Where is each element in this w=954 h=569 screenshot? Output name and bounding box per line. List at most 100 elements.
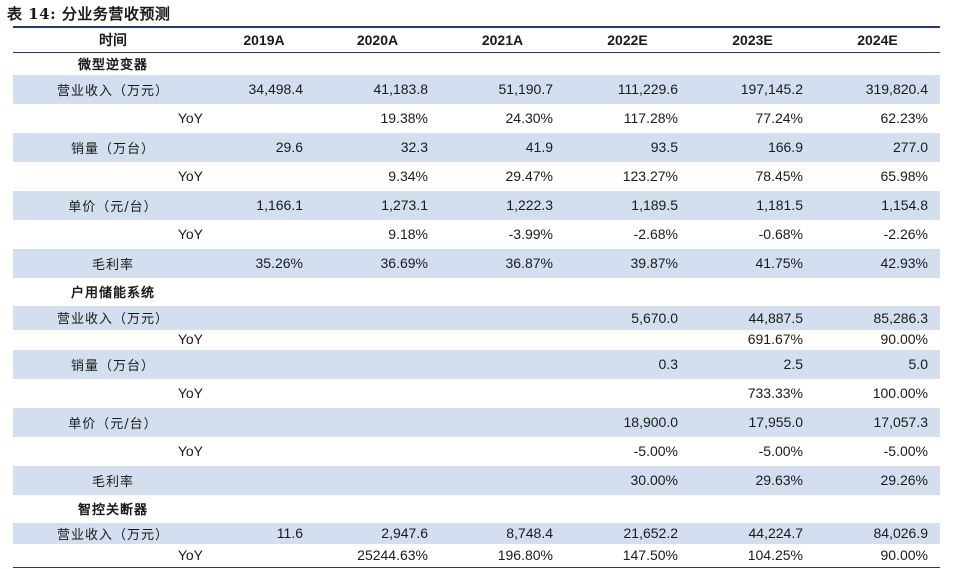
table-cell: 32.3 [315, 132, 440, 162]
table-cell: 147.50% [622, 546, 678, 563]
header-cell: 2020A [315, 28, 440, 53]
table-cell: 2.5 [690, 349, 815, 379]
table-cell: 93.5 [565, 132, 690, 162]
table-cell [213, 330, 315, 350]
section-label: 微型逆变器 [77, 58, 148, 73]
row-label: YoY [177, 442, 203, 459]
table-cell: 29.47% [505, 167, 553, 184]
table-cell: 36.87% [440, 248, 565, 278]
table-cell: -5.00% [758, 442, 803, 459]
table-row: YoY -5.00% -5.00% -5.00% [13, 437, 940, 466]
table-row: 毛利率 35.26% 36.69% 36.87% 39.87% 41.75% 42.93% [13, 248, 940, 278]
table-cell [440, 437, 565, 466]
table-cell: 123.27% [622, 167, 678, 184]
header-cell: 2023E [690, 28, 815, 53]
table-cell: 36.69% [315, 248, 440, 278]
table-cell [565, 53, 690, 75]
row-label: YoY [177, 546, 203, 563]
row-label: YoY [177, 384, 203, 401]
table-cell [315, 495, 440, 523]
row-label: 单价（元/台） [13, 407, 213, 437]
table-cell [315, 379, 440, 408]
table-cell [315, 407, 440, 437]
row-label: YoY [177, 225, 203, 242]
table-cell [213, 407, 315, 437]
table-cell [213, 544, 315, 566]
table-cell [213, 495, 315, 523]
table-row: 销量（万台） 29.6 32.3 41.9 93.5 166.9 277.0 [13, 132, 940, 162]
table-body: 微型逆变器 营业收入（万元） 34,498.4 41,183.8 51,190.7 111… [13, 53, 940, 566]
table-row: 单价（元/台） 1,166.1 1,273.1 1,222.3 1,189.5 1,181… [13, 190, 940, 220]
table-cell [315, 330, 440, 350]
table-cell: 65.98% [880, 167, 928, 184]
table-cell: 21,652.2 [565, 522, 690, 544]
table-cell: 62.23% [880, 109, 928, 126]
table-cell [315, 53, 440, 75]
table-cell: 17,955.0 [690, 407, 815, 437]
table-cell [315, 305, 440, 330]
table-cell [565, 330, 690, 350]
row-label: YoY [177, 167, 203, 184]
table-cell [440, 465, 565, 495]
table-cell: 41.75% [690, 248, 815, 278]
table-row: 营业收入（万元） 34,498.4 41,183.8 51,190.7 111,229.… [13, 74, 940, 104]
table-row: YoY 9.18% -3.99% -2.68% -0.68% -2.26% [13, 220, 940, 249]
table-cell [690, 278, 815, 306]
table-cell: 24.30% [505, 109, 553, 126]
table-cell: 196.80% [497, 546, 553, 563]
table-cell [565, 495, 690, 523]
table-cell [815, 278, 940, 306]
table-cell: 39.87% [565, 248, 690, 278]
table-cell: 41.9 [440, 132, 565, 162]
row-label: 营业收入（万元） [13, 522, 213, 544]
table-cell: 117.28% [623, 109, 678, 126]
table-cell [815, 495, 940, 523]
table-cell: -3.99% [508, 225, 553, 242]
table-cell: 9.18% [388, 225, 428, 242]
table-cell: 1,273.1 [315, 190, 440, 220]
table-cell: 35.26% [213, 248, 315, 278]
table-cell: 30.00% [565, 465, 690, 495]
row-label: YoY [177, 331, 203, 348]
revenue-forecast-table: 时间 2019A 2020A 2021A 2022E 2023E 2024E 微… [13, 28, 940, 566]
table-cell: 2,947.6 [315, 522, 440, 544]
table-cell [440, 330, 565, 350]
table-cell [213, 465, 315, 495]
row-label: YoY [177, 109, 203, 126]
table-cell: 0.3 [565, 349, 690, 379]
table-cell [213, 305, 315, 330]
table-row: YoY 733.33% 100.00% [13, 379, 940, 408]
header-cell: 2024E [815, 28, 940, 53]
table-cell: 11.6 [213, 522, 315, 544]
table-cell [815, 53, 940, 75]
table-cell [440, 349, 565, 379]
table-top-rule [13, 26, 940, 28]
table-cell [213, 349, 315, 379]
table-cell: 17,057.3 [815, 407, 940, 437]
table-cell: 90.00% [880, 546, 928, 563]
table-cell: 9.34% [388, 167, 428, 184]
table-cell [440, 495, 565, 523]
table-cell: 1,166.1 [213, 190, 315, 220]
table-cell: 85,286.3 [815, 305, 940, 330]
table-cell: 111,229.6 [565, 74, 690, 104]
table-cell [315, 278, 440, 306]
table-cell: 277.0 [815, 132, 940, 162]
table-cell [315, 349, 440, 379]
table-cell [690, 495, 815, 523]
table-cell [315, 465, 440, 495]
table-cell: 29.63% [690, 465, 815, 495]
table-cell: 691.67% [747, 331, 803, 348]
header-cell: 2021A [440, 28, 565, 53]
table-cell: 197,145.2 [690, 74, 815, 104]
table-cell: 104.25% [747, 546, 803, 563]
table-title: 表 14: 分业务营收预测 [7, 5, 171, 23]
table-cell [565, 379, 690, 408]
table-cell: 44,224.7 [690, 522, 815, 544]
table-cell [315, 437, 440, 466]
table-cell: 19.38% [380, 109, 428, 126]
table-cell: -2.68% [633, 225, 678, 242]
table-cell [213, 379, 315, 408]
section-row: 微型逆变器 [13, 53, 940, 75]
table-cell: 29.26% [815, 465, 940, 495]
